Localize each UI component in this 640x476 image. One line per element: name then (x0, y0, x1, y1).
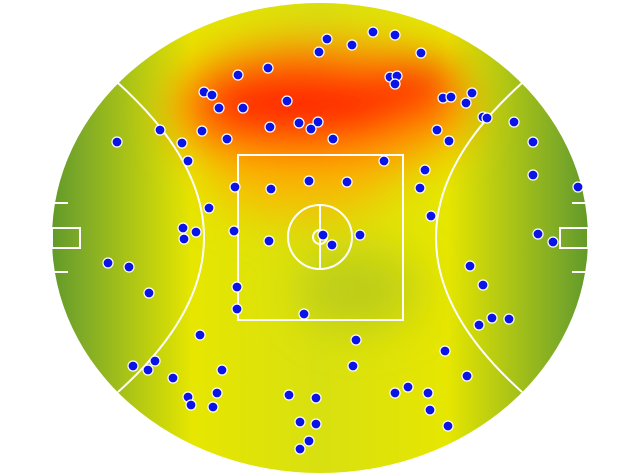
point (460, 97, 472, 109)
point (265, 183, 277, 195)
point (419, 164, 431, 176)
point (177, 222, 189, 234)
point (216, 364, 228, 376)
point (231, 303, 243, 315)
point (347, 360, 359, 372)
point (211, 387, 223, 399)
point (477, 279, 489, 291)
point (281, 95, 293, 107)
point (231, 281, 243, 293)
point (402, 381, 414, 393)
point (228, 225, 240, 237)
point (389, 387, 401, 399)
point (527, 136, 539, 148)
point (221, 133, 233, 145)
point (461, 370, 473, 382)
point (312, 116, 324, 128)
point (102, 257, 114, 269)
point (229, 181, 241, 193)
point (425, 210, 437, 222)
point (466, 87, 478, 99)
point (303, 175, 315, 187)
point (264, 121, 276, 133)
point (486, 312, 498, 324)
point (305, 123, 317, 135)
point (341, 176, 353, 188)
point (262, 62, 274, 74)
point (293, 117, 305, 129)
point (354, 229, 366, 241)
point (149, 355, 161, 367)
point (203, 202, 215, 214)
point (232, 69, 244, 81)
point (313, 46, 325, 58)
point (424, 404, 436, 416)
point (185, 399, 197, 411)
point (415, 47, 427, 59)
point (503, 313, 515, 325)
point (310, 392, 322, 404)
point (111, 136, 123, 148)
point (350, 334, 362, 346)
point (294, 443, 306, 455)
point (346, 39, 358, 51)
point (431, 124, 443, 136)
point (206, 89, 218, 101)
point (443, 135, 455, 147)
point (154, 124, 166, 136)
point (194, 329, 206, 341)
point (481, 112, 493, 124)
point (196, 125, 208, 137)
point (532, 228, 544, 240)
point (527, 169, 539, 181)
point (442, 420, 454, 432)
point (263, 235, 275, 247)
point (237, 102, 249, 114)
point (127, 360, 139, 372)
point (176, 137, 188, 149)
point (422, 387, 434, 399)
point (445, 91, 457, 103)
point (207, 401, 219, 413)
point (464, 260, 476, 272)
point (298, 308, 310, 320)
point (317, 229, 329, 241)
point (389, 78, 401, 90)
point (283, 389, 295, 401)
point (182, 155, 194, 167)
point (367, 26, 379, 38)
point (142, 364, 154, 376)
point (473, 319, 485, 331)
point (167, 372, 179, 384)
point (178, 233, 190, 245)
point (190, 226, 202, 238)
point (213, 102, 225, 114)
point (572, 181, 584, 193)
point (508, 116, 520, 128)
point (321, 33, 333, 45)
point (439, 345, 451, 357)
point (414, 182, 426, 194)
point (143, 287, 155, 299)
point (326, 239, 338, 251)
point (294, 416, 306, 428)
point (327, 133, 339, 145)
point (389, 29, 401, 41)
point (123, 261, 135, 273)
point (378, 155, 390, 167)
point (310, 418, 322, 430)
point (547, 236, 559, 248)
point (303, 435, 315, 447)
